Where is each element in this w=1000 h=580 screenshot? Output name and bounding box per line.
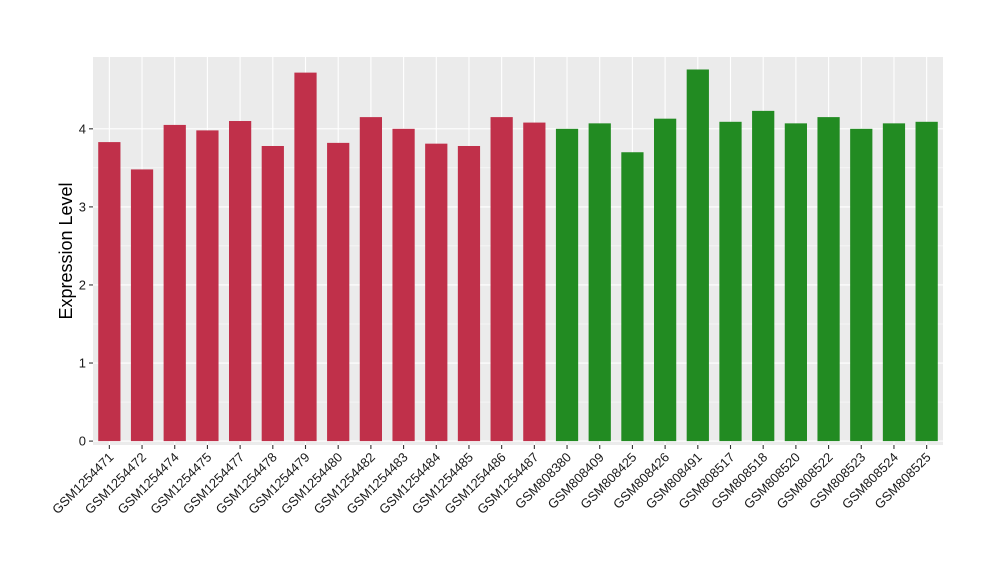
bar-GSM1254480 [327, 142, 350, 442]
y-tick-label: 0 [79, 434, 86, 449]
bar-GSM808518 [752, 110, 775, 442]
x-axis: GSM1254471GSM1254472GSM1254474GSM1254475… [49, 445, 934, 517]
bar-GSM1254474 [163, 124, 186, 442]
bar-GSM1254478 [261, 145, 284, 442]
bar-GSM1254485 [457, 145, 481, 442]
bar-GSM1254484 [425, 143, 448, 442]
bar-GSM808525 [915, 121, 938, 442]
bar-GSM808522 [817, 117, 840, 442]
bar-GSM1254471 [98, 142, 121, 442]
bar-GSM1254486 [490, 117, 513, 442]
bar-GSM808425 [621, 152, 644, 442]
bar-GSM808380 [555, 128, 579, 442]
bar-GSM1254482 [359, 117, 382, 442]
bar-GSM808426 [654, 118, 677, 442]
bar-GSM1254475 [196, 130, 219, 442]
bar-GSM1254479 [294, 72, 317, 442]
bar-GSM808517 [719, 121, 742, 442]
bar-GSM808409 [588, 123, 611, 442]
plot-panel [93, 57, 943, 445]
bar-GSM1254487 [523, 122, 546, 442]
bars [98, 69, 938, 442]
y-axis-title: Expression Level [56, 182, 76, 319]
bar-GSM1254472 [130, 169, 154, 442]
bar-GSM808491 [686, 69, 709, 442]
y-tick-label: 1 [79, 356, 86, 371]
y-tick-label: 3 [79, 199, 86, 214]
bar-GSM808524 [882, 123, 906, 442]
bar-GSM1254477 [229, 121, 252, 442]
y-tick-label: 2 [79, 277, 86, 292]
bar-GSM1254483 [392, 128, 415, 442]
bar-GSM808520 [784, 123, 807, 442]
y-tick-label: 4 [79, 121, 86, 136]
bar-GSM808523 [850, 128, 873, 442]
y-axis: 0 1 2 3 4 [79, 121, 93, 449]
